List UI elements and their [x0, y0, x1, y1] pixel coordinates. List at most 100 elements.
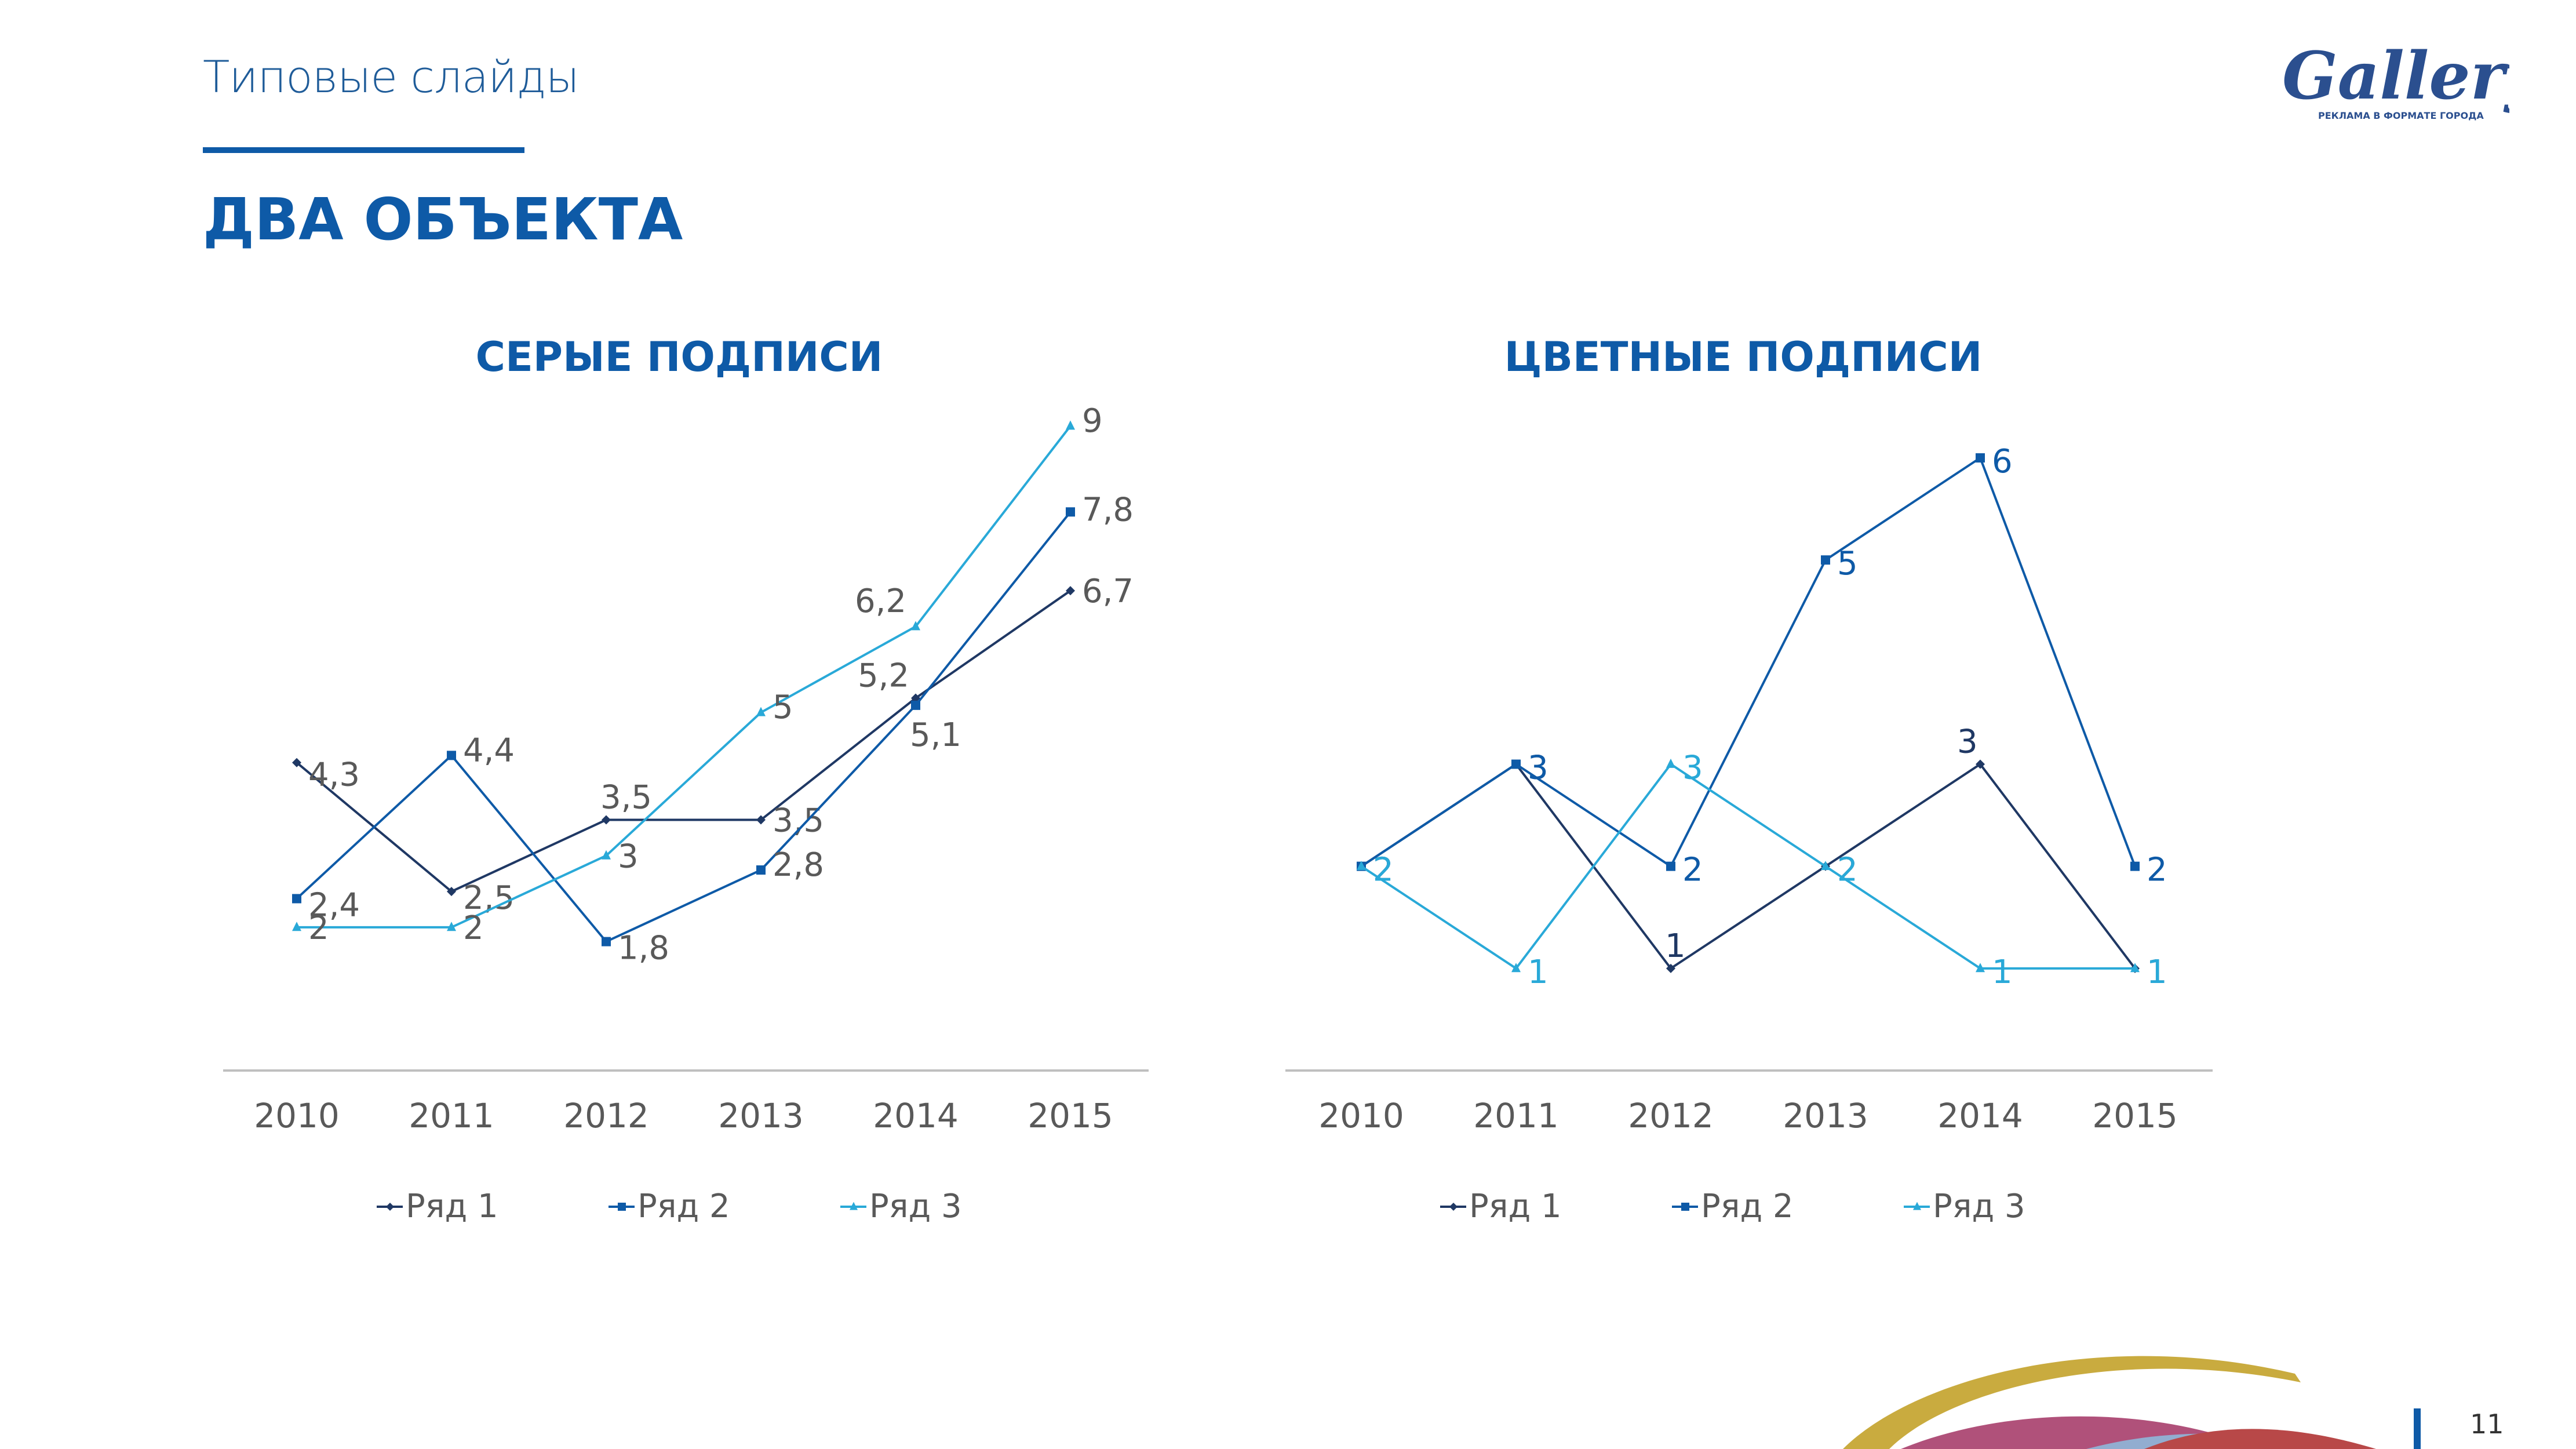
data-label: 7,8 [1082, 491, 1134, 529]
x-tick-label: 2014 [873, 1096, 959, 1135]
data-label: 3 [1957, 723, 1978, 761]
data-point [1066, 420, 1075, 430]
x-tick-label: 2015 [2092, 1096, 2178, 1135]
series-line-3 [1360, 762, 2135, 970]
data-point [292, 894, 301, 904]
data-label: 2 [1373, 851, 1394, 889]
legend-label: Ряд 1 [1469, 1188, 1562, 1225]
data-label: 1 [2147, 953, 2167, 991]
x-tick-label: 2011 [1473, 1096, 1559, 1135]
x-tick-label: 2014 [1937, 1096, 2023, 1135]
data-point [2130, 963, 2140, 973]
data-point [602, 815, 611, 825]
series-line-3 [297, 425, 1072, 929]
legend-marker [1681, 1203, 1689, 1211]
data-label: 9 [1082, 402, 1103, 440]
x-tick-label: 2010 [1318, 1096, 1404, 1135]
series-line-1 [296, 589, 1072, 893]
data-label: 2 [1373, 851, 1394, 889]
data-point [292, 922, 301, 931]
data-point [911, 693, 920, 703]
series-line-1 [1360, 762, 2136, 970]
data-point [1666, 861, 1675, 871]
legend-marker [386, 1203, 394, 1211]
gallery-logo: Gallery РЕКЛАМА В ФОРМАТЕ ГОРОДА [2282, 38, 2509, 121]
data-label: 5 [773, 689, 793, 726]
data-point [2130, 861, 2140, 871]
data-label: 1 [1992, 953, 2013, 991]
data-point [1066, 507, 1075, 517]
data-point [1666, 758, 1675, 768]
data-point [1511, 963, 1521, 973]
page-number: 11 [2470, 1408, 2504, 1440]
logo-wordmark: Gallery [2282, 38, 2509, 114]
logo-tagline: РЕКЛАМА В ФОРМАТЕ ГОРОДА [2318, 110, 2484, 121]
data-point [756, 815, 766, 825]
data-label: 5,2 [858, 657, 909, 695]
data-point [1976, 759, 1985, 769]
data-point [1666, 963, 1675, 973]
data-label: 3,5 [773, 802, 824, 840]
slide-title: ДВА ОБЪЕКТА [203, 185, 683, 253]
series-line-2 [296, 511, 1072, 944]
data-label: 1 [1665, 927, 1686, 965]
data-point [1357, 861, 1366, 871]
chart-gray-labels: СЕРЫЕ ПОДПИСИ 4,32,53,53,55,26,72,44,41,… [223, 333, 1149, 1225]
data-label: 3 [1528, 749, 1548, 787]
chart-title: СЕРЫЕ ПОДПИСИ [476, 333, 883, 381]
data-label: 2 [463, 909, 484, 947]
data-label: 2,4 [308, 886, 360, 924]
data-label: 4,3 [308, 756, 360, 794]
data-point [292, 758, 301, 767]
data-point [756, 865, 766, 875]
legend-marker [1913, 1202, 1921, 1210]
data-label: 2 [308, 909, 329, 947]
x-tick-label: 2012 [1628, 1096, 1714, 1135]
data-point [911, 700, 920, 710]
legend-marker [850, 1202, 858, 1210]
data-label: 3 [618, 838, 639, 875]
data-point [756, 707, 766, 716]
data-label: 2 [1837, 851, 1858, 889]
legend-label: Ряд 3 [869, 1188, 962, 1225]
data-label: 3 [1528, 749, 1548, 787]
data-label: 1 [1528, 953, 1548, 991]
data-point [911, 621, 920, 631]
x-tick-label: 2013 [718, 1096, 804, 1135]
data-point [1821, 555, 1830, 565]
decorative-swoosh [1843, 1356, 2376, 1449]
x-tick-label: 2010 [254, 1096, 340, 1135]
data-label: 3,5 [600, 779, 652, 817]
legend-label: Ряд 1 [406, 1188, 498, 1225]
data-point [602, 937, 611, 946]
data-label: 5,1 [910, 716, 961, 754]
data-point [1976, 963, 1985, 973]
data-label: 3 [1682, 749, 1703, 787]
legend-marker [1449, 1203, 1458, 1211]
data-label: 5 [1837, 545, 1858, 582]
data-point [1976, 453, 1985, 463]
data-label: 6 [1992, 443, 2013, 480]
x-tick-label: 2011 [409, 1096, 494, 1135]
data-point [1066, 586, 1075, 596]
data-label: 6,2 [855, 582, 906, 620]
slide-section-subtitle: Типовые слайды [203, 51, 580, 103]
legend-label: Ряд 2 [1701, 1188, 1794, 1225]
x-tick-label: 2013 [1783, 1096, 1868, 1135]
subtitle-underline [203, 147, 524, 153]
x-tick-label: 2012 [563, 1096, 649, 1135]
data-point [1821, 861, 1830, 871]
legend-label: Ряд 3 [1933, 1188, 2025, 1225]
data-label: 4,4 [463, 731, 515, 769]
chart-title: ЦВЕТНЫЕ ПОДПИСИ [1504, 333, 1983, 381]
data-point [447, 887, 456, 897]
data-label: 2,8 [773, 846, 824, 884]
data-point [447, 751, 456, 760]
data-point [602, 850, 611, 860]
legend-marker [618, 1203, 626, 1211]
data-point [447, 922, 456, 931]
data-label: 2 [2147, 851, 2167, 889]
data-label: 1,8 [618, 930, 669, 967]
x-tick-label: 2015 [1028, 1096, 1113, 1135]
